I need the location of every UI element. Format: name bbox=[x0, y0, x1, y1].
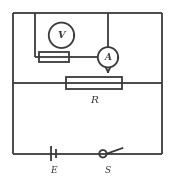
Text: S: S bbox=[105, 166, 111, 175]
Text: E: E bbox=[51, 166, 57, 175]
Text: V: V bbox=[58, 31, 65, 40]
Bar bbox=[66, 77, 122, 89]
Text: A: A bbox=[105, 53, 111, 62]
Text: R: R bbox=[90, 96, 98, 105]
Bar bbox=[39, 52, 69, 62]
